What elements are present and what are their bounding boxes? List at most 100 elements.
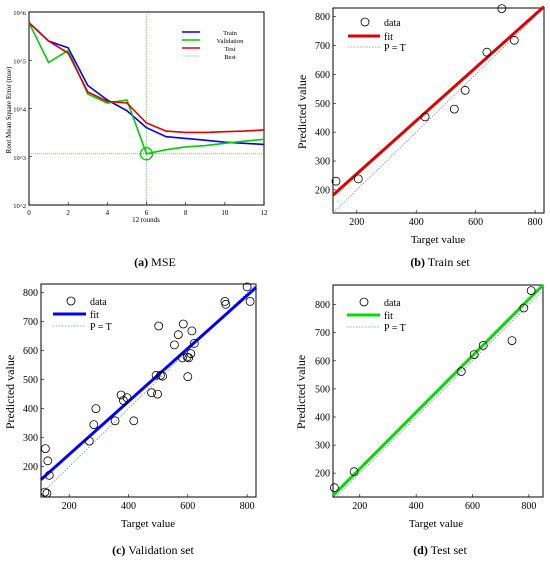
caption-d: (d) Test set xyxy=(370,543,510,558)
data-point xyxy=(349,467,359,477)
series-train-line xyxy=(28,22,265,146)
validation-legend-fit: fit xyxy=(90,310,99,321)
identity-line xyxy=(40,283,257,495)
data-point xyxy=(509,35,519,45)
test-axes-box xyxy=(332,284,544,498)
ytick-label: 800 xyxy=(315,300,330,311)
data-point xyxy=(116,390,126,400)
mse-xtick-label: 0 xyxy=(27,209,31,217)
caption-c-text: Validation set xyxy=(128,543,194,557)
data-point xyxy=(158,371,168,381)
ytick-label: 700 xyxy=(315,328,330,339)
series-test-line xyxy=(28,22,265,134)
mse-xtick-label: 10 xyxy=(221,209,229,217)
caption-b-text: Train set xyxy=(427,255,470,269)
test-legend-pt: P = T xyxy=(384,323,406,334)
caption-c-letter: (c) xyxy=(112,543,126,557)
data-point xyxy=(89,420,99,430)
train-legend-data: data xyxy=(384,18,401,29)
data-point xyxy=(147,388,157,398)
data-point xyxy=(507,336,517,346)
ytick-label: 300 xyxy=(315,441,330,452)
data-point xyxy=(84,436,94,446)
data-point xyxy=(43,456,53,466)
caption-a-text: MSE xyxy=(151,255,176,269)
data-point xyxy=(519,303,529,313)
data-point xyxy=(186,349,196,359)
data-point xyxy=(110,416,120,426)
caption-d-letter: (d) xyxy=(413,543,428,557)
test-plot xyxy=(329,283,545,498)
mse-ytick-label: 10^5 xyxy=(13,58,26,65)
legend-train-label: Train xyxy=(223,30,238,37)
validation-ticks: 200 400 600 800 200 300 400 500 600 700 800 xyxy=(23,288,255,512)
ytick-label: 800 xyxy=(23,288,38,299)
legend-best-label: Best xyxy=(224,54,236,61)
caption-a: (a) MSE xyxy=(95,255,215,270)
data-point xyxy=(331,176,341,186)
data-point xyxy=(526,286,536,296)
data-point xyxy=(122,393,132,403)
fit-line xyxy=(332,5,545,197)
data-point xyxy=(189,338,199,348)
test-legend-data-marker xyxy=(359,297,369,307)
xtick-label: 200 xyxy=(62,501,77,512)
data-point xyxy=(129,416,139,426)
train-legend-pt: P = T xyxy=(384,43,406,54)
data-point xyxy=(156,370,165,380)
train-legend: data fit P = T xyxy=(348,17,406,54)
mse-xtick-label: 12 xyxy=(261,209,269,217)
train-panel: 200 400 600 800 200 300 400 500 600 700 800 Target… xyxy=(295,4,545,246)
test-ticks: 200 400 600 800 200 300 400 500 600 700 800 xyxy=(315,300,536,512)
data-point xyxy=(42,488,52,498)
ytick-label: 200 xyxy=(23,462,38,473)
caption-a-letter: (a) xyxy=(134,255,149,269)
ytick-label: 300 xyxy=(315,157,330,168)
validation-legend-pt: P = T xyxy=(90,322,112,333)
test-legend: data fit P = T xyxy=(347,297,406,334)
caption-b: (b) Train set xyxy=(370,255,510,270)
data-point xyxy=(449,104,459,114)
ytick-label: 500 xyxy=(315,384,330,395)
mse-ytick-label: 10^3 xyxy=(13,155,26,162)
data-point xyxy=(40,487,50,497)
data-point xyxy=(497,4,507,14)
xtick-label: 800 xyxy=(521,501,536,512)
data-point xyxy=(478,340,488,350)
test-ylabel: Predicted value xyxy=(294,355,308,429)
ytick-label: 600 xyxy=(315,70,330,81)
data-point xyxy=(173,330,183,340)
validation-ylabel: Predicted value xyxy=(3,355,17,429)
ytick-label: 400 xyxy=(315,128,330,139)
train-xlabel: Target value xyxy=(411,234,465,246)
series-validation-line xyxy=(28,22,265,155)
fit-line xyxy=(40,286,257,481)
data-point xyxy=(245,296,255,306)
xtick-label: 600 xyxy=(468,217,483,228)
validation-legend: data fit P = T xyxy=(53,296,112,333)
xtick-label: 400 xyxy=(121,501,136,512)
train-plot xyxy=(331,4,545,214)
data-point xyxy=(242,282,252,292)
data-point xyxy=(178,353,187,363)
mse-best-guides xyxy=(29,12,264,205)
mse-xtick-label: 8 xyxy=(184,209,188,217)
data-point xyxy=(184,353,194,363)
data-point xyxy=(187,326,197,336)
xtick-label: 800 xyxy=(528,217,543,228)
data-point xyxy=(469,350,479,360)
mse-series xyxy=(28,22,265,161)
data-point xyxy=(169,340,179,350)
best-point-marker xyxy=(139,147,154,161)
xtick-label: 400 xyxy=(409,501,424,512)
mse-xlabel: 12 rounds xyxy=(132,216,160,224)
mse-ytick-label: 10^6 xyxy=(13,10,27,17)
test-xlabel: Target value xyxy=(409,518,463,530)
mse-ytick-label: 10^2 xyxy=(13,203,26,210)
caption-c: (c) Validation set xyxy=(68,543,238,558)
data-point xyxy=(183,372,193,382)
fit-line xyxy=(331,283,545,497)
ytick-label: 500 xyxy=(23,375,38,386)
identity-line xyxy=(332,7,545,214)
